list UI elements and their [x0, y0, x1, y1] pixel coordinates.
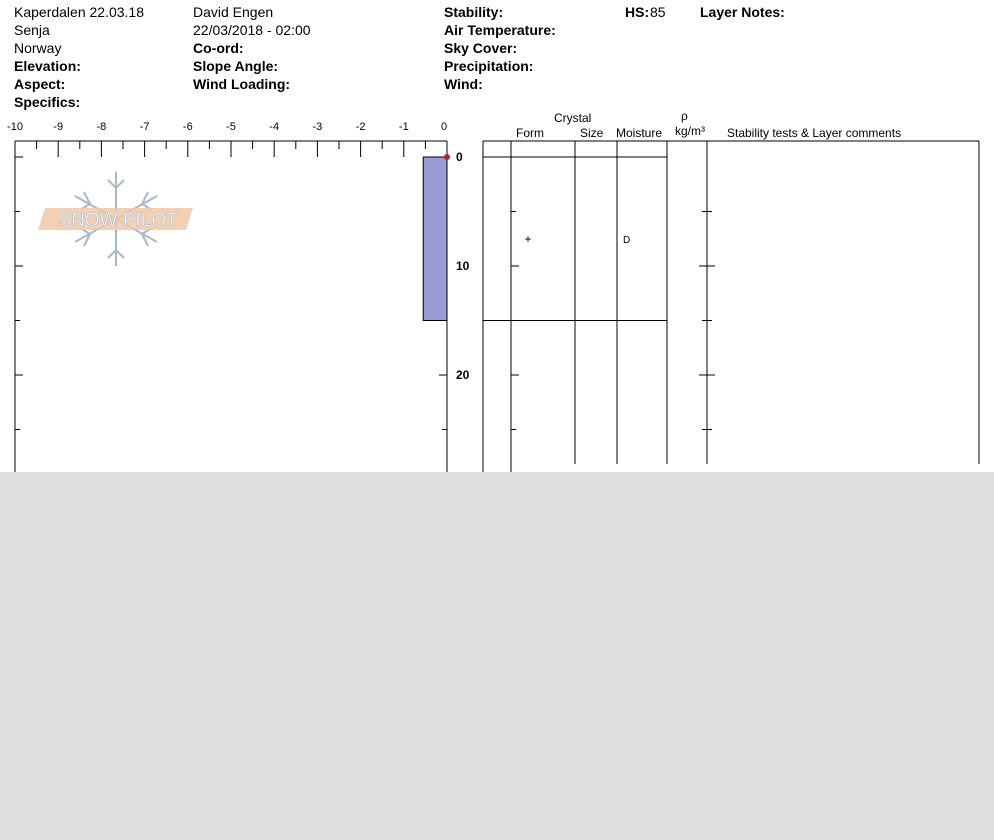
x-tick-label: -6: [183, 121, 193, 133]
snow-profile-sheet-extension: [576, 0, 994, 464]
stability-comments-header: Stability tests & Layer comments: [727, 126, 902, 140]
aspect-label: Aspect:: [14, 76, 66, 92]
observer-name: David Engen: [193, 4, 274, 20]
y-tick-label: 10: [456, 259, 470, 273]
rho-header: ρ: [681, 109, 688, 123]
x-tick-label: -2: [356, 121, 366, 133]
stability-label: Stability:: [444, 4, 504, 20]
x-tick-label: -1: [399, 121, 409, 133]
snowpilot-logo: SNOW PILOT: [38, 172, 193, 266]
x-tick-label: 0: [441, 121, 447, 133]
crystal-header: Crystal: [554, 111, 592, 125]
layer-form-symbol: +: [524, 232, 531, 246]
logo-text: SNOW PILOT: [58, 210, 178, 231]
precipitation-label: Precipitation:: [444, 58, 534, 74]
hs-label: HS:: [625, 4, 650, 20]
hs-value: 85: [650, 4, 666, 20]
layer-notes-label: Layer Notes:: [700, 4, 785, 20]
form-header: Form: [516, 126, 544, 140]
moisture-header: Moisture: [616, 126, 663, 140]
region-name: Senja: [14, 22, 50, 38]
country-name: Norway: [14, 40, 62, 56]
slope-angle-label: Slope Angle:: [193, 58, 279, 74]
wind-label: Wind:: [444, 76, 483, 92]
hardness-bar: [422, 156, 448, 321]
y-tick-label: 0: [456, 150, 463, 164]
temperature-point: [444, 154, 450, 160]
x-tick-label: -8: [97, 121, 107, 133]
layer-moisture-value: D: [623, 235, 630, 246]
x-tick-label: -9: [53, 121, 63, 133]
location-name: Kaperdalen 22.03.18: [14, 4, 144, 20]
wind-loading-label: Wind Loading:: [193, 76, 291, 92]
x-tick-label: -3: [313, 121, 323, 133]
sky-cover-label: Sky Cover:: [444, 40, 518, 56]
observation-datetime: 22/03/2018 - 02:00: [193, 22, 311, 38]
x-tick-label: -7: [140, 121, 150, 133]
x-tick-label: -5: [226, 121, 236, 133]
size-header: Size: [580, 126, 604, 140]
coord-label: Co-ord:: [193, 40, 244, 56]
air-temperature-label: Air Temperature:: [444, 22, 556, 38]
x-tick-label: -10: [7, 121, 23, 133]
y-tick-label: 20: [456, 368, 470, 382]
elevation-label: Elevation:: [14, 58, 81, 74]
x-tick-label: -4: [269, 121, 279, 133]
density-unit-header: kg/m³: [675, 124, 705, 138]
specifics-label: Specifics:: [14, 94, 81, 110]
logo-banner: [38, 208, 193, 230]
